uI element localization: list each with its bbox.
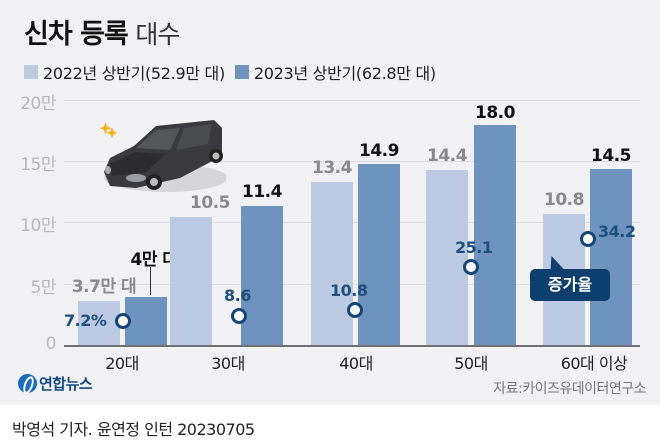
rate-marker-20s <box>115 313 131 329</box>
growth-rate-callout: 증가율 <box>530 269 610 301</box>
value-40s-2022: 13.4 <box>312 158 352 178</box>
value-50s-2022: 14.4 <box>427 146 467 166</box>
rate-50s: 25.1 <box>455 238 493 257</box>
bar-40s-2023 <box>358 164 400 346</box>
legend: 2022년 상반기(52.9만 대) 2023년 상반기(62.8만 대) <box>24 60 446 84</box>
chart-title: 신차 등록 대수 <box>24 12 180 51</box>
gridline-20 <box>64 100 640 101</box>
x-label-50s: 50대 <box>454 354 488 373</box>
gridline-15 <box>64 161 640 162</box>
rate-marker-40s <box>347 302 363 318</box>
title-light: 대수 <box>135 20 180 49</box>
plot-area: 20만 15만 10만 5만 0 3.7만 대 4만 대 7.2% 20대 10… <box>20 94 640 373</box>
value-50s-2023: 18.0 <box>475 103 515 123</box>
bar-20s-2023 <box>125 297 167 346</box>
value-20s-2022: 3.7만 대 <box>71 277 137 297</box>
value-30s-2022: 10.5 <box>190 193 230 213</box>
legend-label-2023: 2023년 상반기(62.8만 대) <box>253 64 436 83</box>
y-tick-15: 15만 <box>20 155 56 175</box>
leader-line-20s <box>150 267 151 295</box>
rate-marker-30s <box>231 308 247 324</box>
x-axis <box>64 345 640 347</box>
value-60s-2022: 10.8 <box>544 190 584 210</box>
value-60s-2023: 14.5 <box>591 146 631 166</box>
source-note: 자료:카이즈유데이터연구소 <box>493 381 646 397</box>
bar-50s-2023 <box>474 125 516 346</box>
car-illustration-icon <box>99 120 226 192</box>
y-tick-20: 20만 <box>20 94 56 114</box>
x-label-30s: 30대 <box>211 354 245 373</box>
rate-40s: 10.8 <box>330 281 368 300</box>
y-tick-0: 0 <box>45 334 57 354</box>
title-bold: 신차 등록 <box>24 19 129 50</box>
legend-swatch-2023 <box>234 65 249 79</box>
rate-marker-60s <box>580 231 596 247</box>
y-tick-5: 5만 <box>30 278 57 298</box>
bar-60s-2023 <box>590 169 632 346</box>
rate-60s: 34.2 <box>598 222 636 241</box>
legend-label-2022: 2022년 상반기(52.9만 대) <box>43 64 225 83</box>
legend-item-2023: 2023년 상반기(62.8만 대) <box>234 60 436 84</box>
legend-item-2022: 2022년 상반기(52.9만 대) <box>24 60 225 84</box>
yonhap-logo: 연합뉴스 <box>18 373 93 394</box>
rate-marker-50s <box>463 259 479 275</box>
byline: 박영석 기자. 윤연정 인턴 20230705 <box>12 420 255 439</box>
bar-50s-2022 <box>426 170 468 346</box>
value-40s-2023: 14.9 <box>359 141 399 161</box>
yonhap-globe-icon <box>18 374 37 393</box>
logo-text: 연합뉴스 <box>39 375 93 393</box>
value-30s-2023: 11.4 <box>242 182 282 202</box>
bar-30s-2022 <box>170 217 212 346</box>
x-label-60s: 60대 이상 <box>560 354 628 373</box>
bar-20s-2022 <box>78 301 120 346</box>
legend-swatch-2022 <box>24 65 38 79</box>
rate-30s: 8.6 <box>224 286 251 305</box>
x-label-40s: 40대 <box>339 354 373 373</box>
value-20s-2023: 4만 대 <box>130 250 178 270</box>
x-label-20s: 20대 <box>105 354 139 373</box>
y-tick-10: 10만 <box>20 216 56 236</box>
bar-30s-2023 <box>241 206 283 346</box>
bar-40s-2022 <box>311 182 353 346</box>
rate-20s: 7.2% <box>64 311 107 330</box>
